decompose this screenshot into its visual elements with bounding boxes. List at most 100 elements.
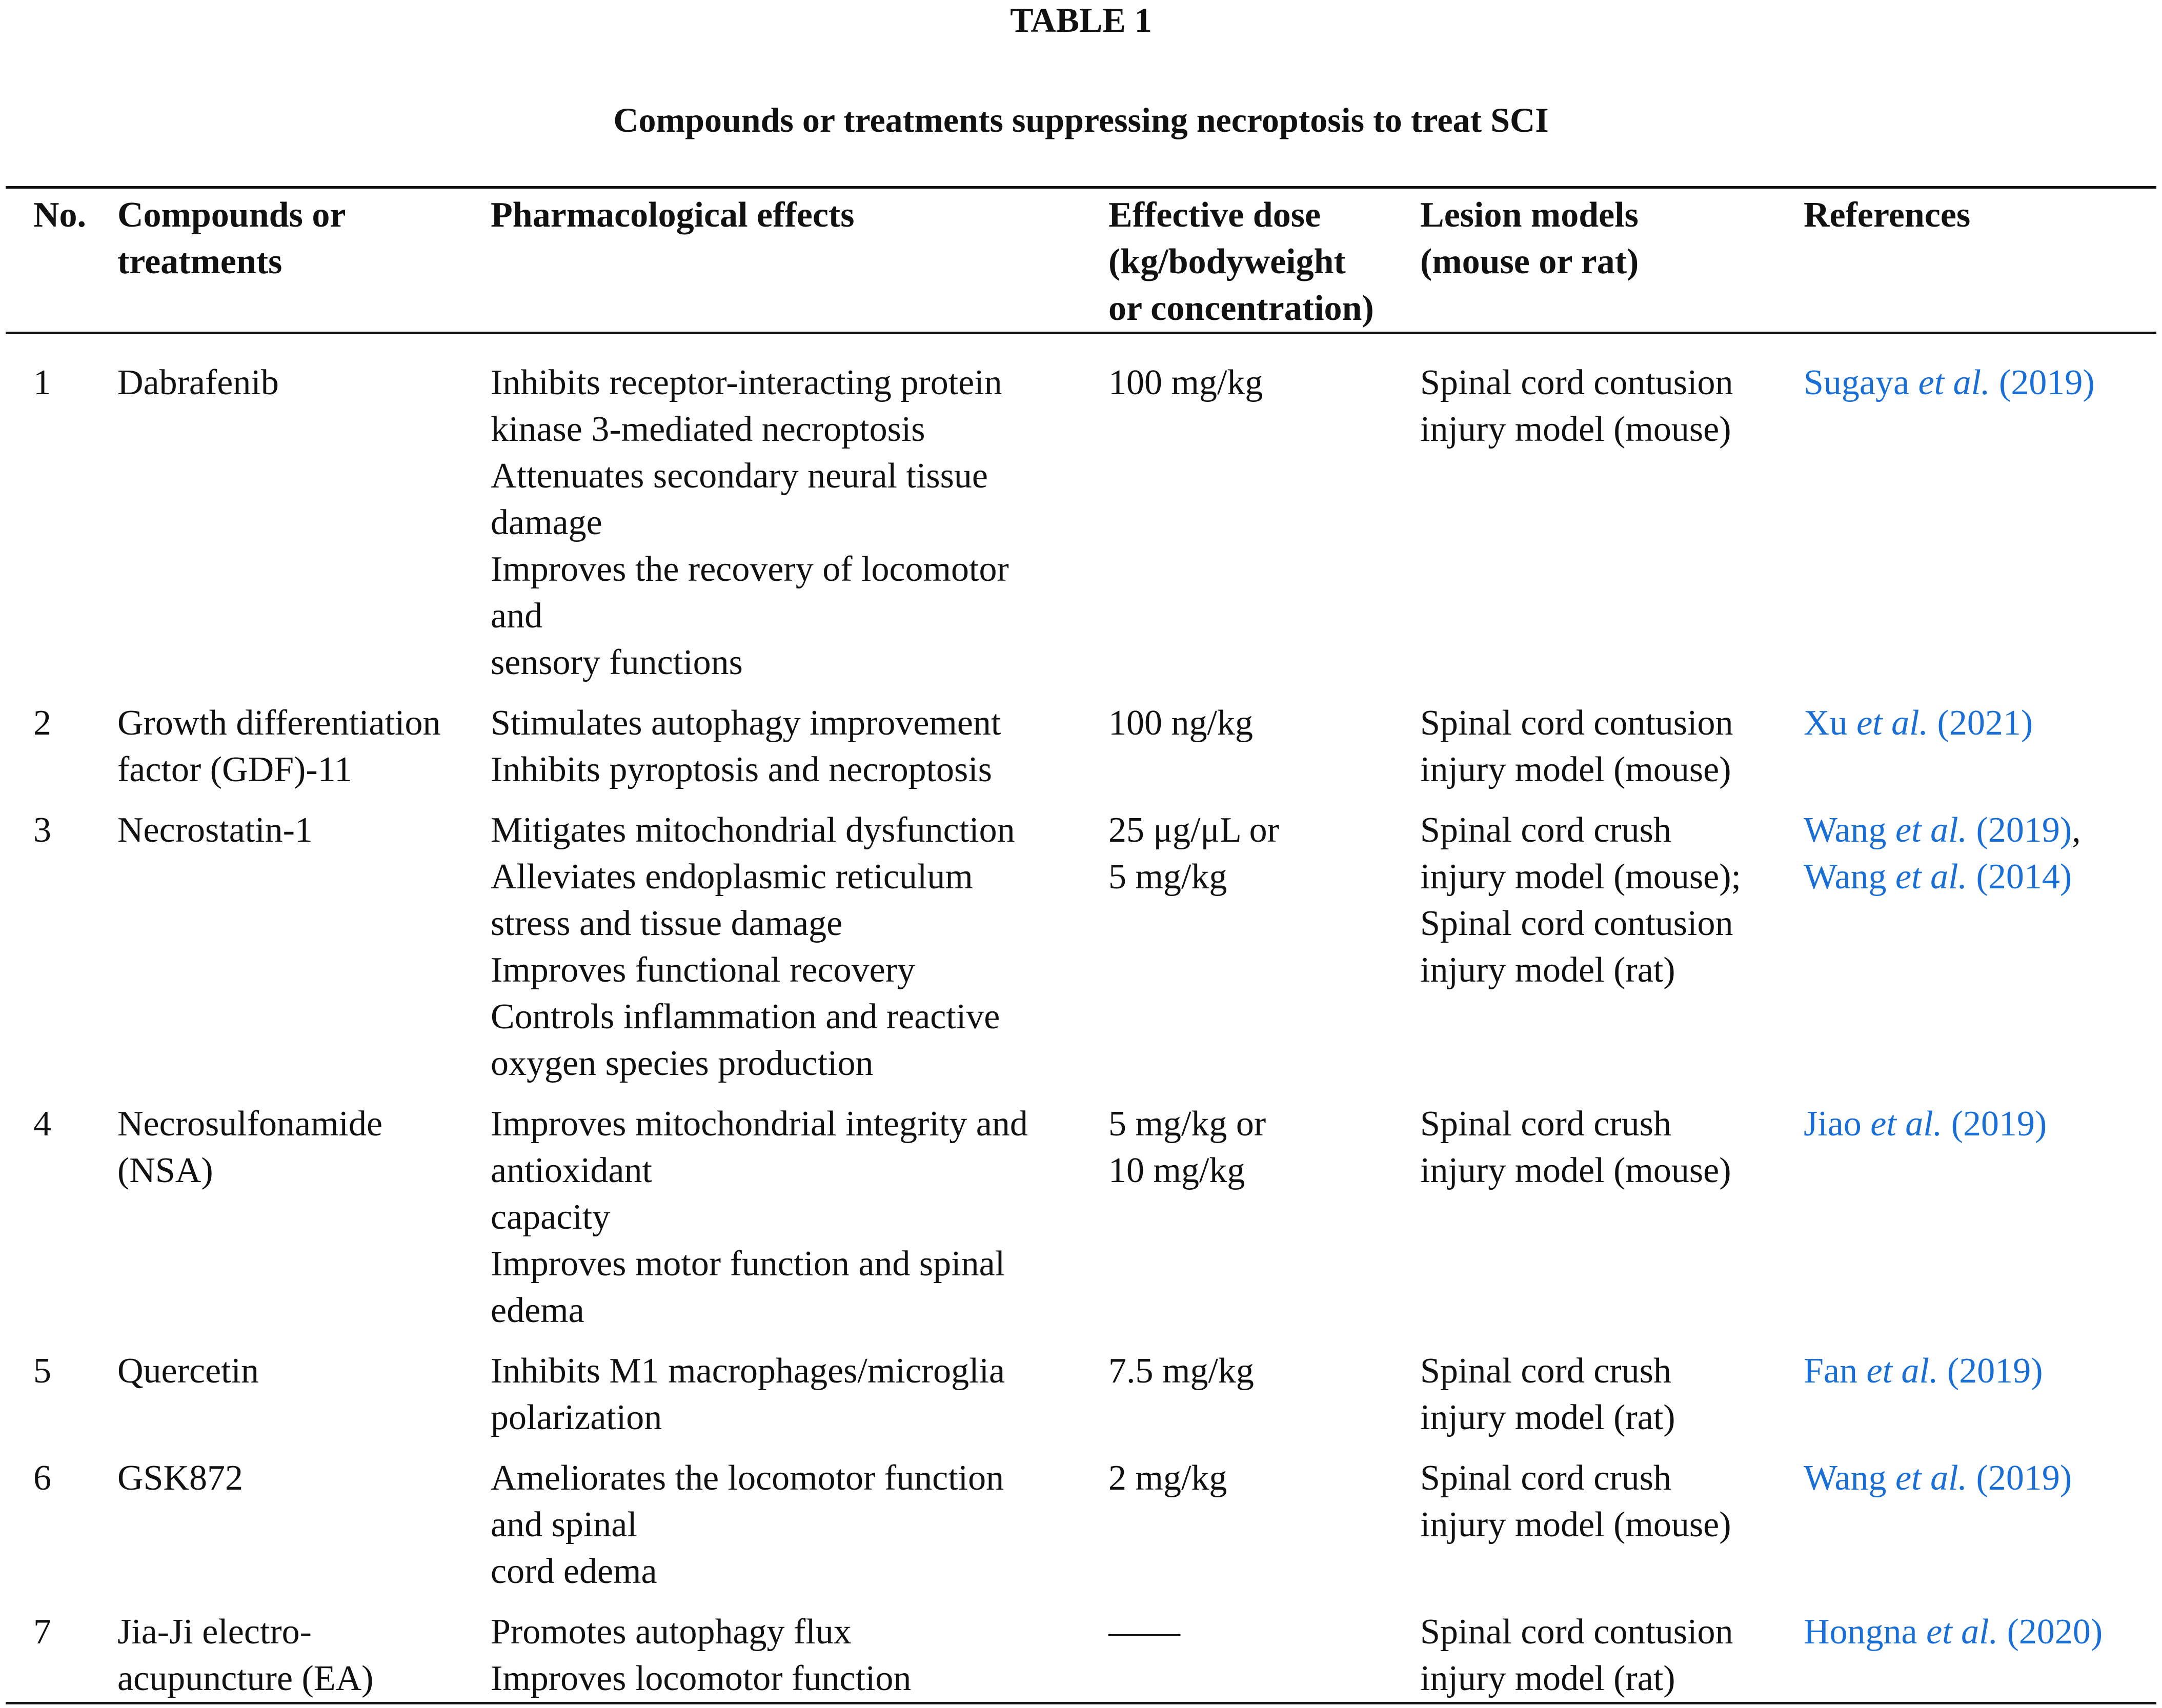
header-line: Compounds or [117, 195, 346, 235]
row-number: 5 [33, 1351, 51, 1391]
cell-references: Wang et al. (2019) [1804, 1455, 2156, 1609]
cell-dose: 100 mg/kg [1108, 333, 1420, 700]
header-references: References [1804, 188, 2156, 333]
cell-model: Spinal cord contusion injury model (rat) [1420, 1609, 1804, 1703]
row-number: 1 [33, 363, 51, 402]
cell-line: Inhibits receptor-interacting protein [491, 363, 1002, 402]
header-line: (mouse or rat) [1420, 242, 1639, 281]
header-line: or concentration) [1108, 289, 1374, 328]
cell-line: Spinal cord contusion [1420, 363, 1733, 402]
cell-line: Improves functional recovery [491, 950, 916, 990]
cell-line: Spinal cord contusion [1420, 1612, 1733, 1652]
cell-references: Wang et al. (2019), Wang et al. (2014) [1804, 807, 2156, 1101]
header-line: No. [33, 195, 87, 235]
cell-line: 100 ng/kg [1108, 703, 1253, 743]
ref-year: (2019) [1976, 1458, 2072, 1498]
cell-no: 7 [6, 1609, 117, 1703]
cell-line: Attenuates secondary neural tissue [491, 456, 988, 496]
header-effects: Pharmacological effects [491, 188, 1108, 333]
ref-author: Sugaya [1804, 363, 1910, 402]
cell-line: Stimulates autophagy improvement [491, 703, 1001, 743]
ref-et-al: et al. [1856, 703, 1929, 743]
ref-author: Fan [1804, 1351, 1857, 1391]
cell-line: acupuncture (EA) [117, 1659, 374, 1698]
reference-link[interactable]: Xu et al. (2021) [1804, 703, 2033, 743]
table-row: 1 Dabrafenib Inhibits receptor-interacting… [6, 333, 2156, 700]
cell-line: oxygen species production [491, 1044, 874, 1083]
ref-author: Hongna [1804, 1612, 1917, 1652]
cell-line: Improves the recovery of locomotor [491, 550, 1009, 589]
cell-line: edema [491, 1291, 584, 1330]
cell-line: Improves mitochondrial integrity and [491, 1104, 1028, 1144]
cell-line: Ameliorates the locomotor function [491, 1458, 1004, 1498]
cell-model: Spinal cord contusion injury model (mouse… [1420, 333, 1804, 700]
cell-line: stress and tissue damage [491, 904, 843, 943]
cell-line: 10 mg/kg [1108, 1151, 1245, 1190]
row-number: 4 [33, 1104, 51, 1144]
cell-line: factor (GDF)-11 [117, 750, 353, 789]
cell-line: Alleviates endoplasmic reticulum [491, 857, 973, 897]
cell-effects: Mitigates mitochondrial dysfunction Allev… [491, 807, 1108, 1101]
header-line: Lesion models [1420, 195, 1639, 235]
cell-model: Spinal cord crush injury model (mouse) [1420, 1455, 1804, 1609]
cell-line: kinase 3-mediated necroptosis [491, 410, 925, 449]
cell-model: Spinal cord crush injury model (mouse); Sp… [1420, 807, 1804, 1101]
cell-line: and spinal [491, 1505, 637, 1544]
ref-separator: , [2072, 810, 2081, 850]
table-row: 2 Growth differentiation factor (GDF)-11 St… [6, 700, 2156, 807]
cell-line: Jia-Ji electro- [117, 1612, 312, 1652]
cell-line: antioxidant [491, 1151, 652, 1190]
cell-dose: 2 mg/kg [1108, 1455, 1420, 1609]
ref-et-al: et al. [1926, 1612, 1998, 1652]
reference-link[interactable]: Fan et al. (2019) [1804, 1351, 2043, 1391]
table-row: 5 Quercetin Inhibits M1 macrophages/microg… [6, 1348, 2156, 1455]
ref-year: (2019) [1951, 1104, 2047, 1144]
cell-line: polarization [491, 1398, 662, 1437]
cell-compound: GSK872 [117, 1455, 491, 1609]
reference-link[interactable]: Wang et al. (2019) [1804, 810, 2072, 850]
header-line: (kg/bodyweight [1108, 242, 1346, 281]
cell-line: Improves locomotor function [491, 1659, 912, 1698]
reference-line: Jiao et al. (2019) [1804, 1101, 2156, 1147]
cell-line: —— [1108, 1612, 1180, 1652]
cell-no: 5 [6, 1348, 117, 1455]
cell-line: damage [491, 503, 602, 542]
reference-line: Xu et al. (2021) [1804, 700, 2156, 746]
cell-model: Spinal cord contusion injury model (mouse… [1420, 700, 1804, 807]
table-row: 3 Necrostatin-1 Mitigates mitochondrial dy… [6, 807, 2156, 1101]
compounds-table: No. Compounds or treatments Pharmacological… [6, 186, 2156, 1704]
cell-compound: Jia-Ji electro-acupuncture (EA) [117, 1609, 491, 1703]
reference-line: Wang et al. (2014) [1804, 853, 2156, 900]
ref-et-al: et al. [1895, 1458, 1968, 1498]
reference-link[interactable]: Wang et al. (2019) [1804, 1458, 2072, 1498]
cell-line: Inhibits M1 macrophages/microglia [491, 1351, 1005, 1391]
ref-year: (2019) [1976, 810, 2072, 850]
reference-link[interactable]: Hongna et al. (2020) [1804, 1612, 2103, 1652]
reference-line: Wang et al. (2019), [1804, 807, 2156, 853]
cell-line: Spinal cord contusion [1420, 703, 1733, 743]
header-line: treatments [117, 242, 282, 281]
cell-line: sensory functions [491, 643, 743, 682]
reference-line: Sugaya et al. (2019) [1804, 359, 2156, 406]
cell-effects: Ameliorates the locomotor function and sp… [491, 1455, 1108, 1609]
cell-effects: Promotes autophagy flux Improves locomoto… [491, 1609, 1108, 1703]
cell-line: Spinal cord contusion [1420, 904, 1733, 943]
header-compound: Compounds or treatments [117, 188, 491, 333]
row-number: 3 [33, 810, 51, 850]
cell-line: capacity [491, 1197, 611, 1237]
ref-et-al: et al. [1870, 1104, 1943, 1144]
header-line: References [1804, 195, 1971, 235]
header-model: Lesion models (mouse or rat) [1420, 188, 1804, 333]
cell-references: Sugaya et al. (2019) [1804, 333, 2156, 700]
cell-line: Spinal cord crush [1420, 1351, 1671, 1391]
reference-link[interactable]: Jiao et al. (2019) [1804, 1104, 2047, 1144]
reference-link[interactable]: Wang et al. (2014) [1804, 857, 2072, 897]
cell-line: injury model (rat) [1420, 1398, 1675, 1437]
cell-line: Necrosulfonamide [117, 1104, 383, 1144]
cell-dose: —— [1108, 1609, 1420, 1703]
ref-year: (2020) [2007, 1612, 2103, 1652]
ref-et-al: et al. [1895, 810, 1968, 850]
reference-link[interactable]: Sugaya et al. (2019) [1804, 363, 2095, 402]
ref-author: Xu [1804, 703, 1848, 743]
cell-dose: 25 μg/μL or 5 mg/kg [1108, 807, 1420, 1101]
